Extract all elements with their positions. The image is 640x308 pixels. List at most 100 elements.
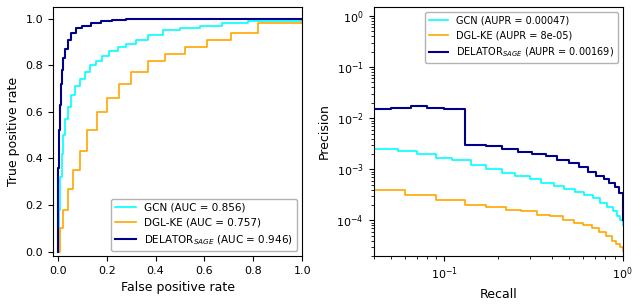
DELATOR$_{SAGE}$ (AUC = 0.946) [54,250,61,253]
GCN (AUC = 0.856) [76,84,84,88]
GCN (AUPR = 0.00047) [433,156,440,159]
GCN (AUC = 0.856) [86,63,93,67]
DELATOR$_{SAGE}$ (AUPR = 0.00169) [542,152,550,156]
GCN (AUC = 0.856) [98,59,106,62]
DELATOR$_{SAGE}$ (AUC = 0.946) [67,38,75,41]
GCN (AUC = 0.856) [122,45,130,48]
DGL-KE (AUPR = 8e-05) [401,188,409,192]
GCN (AUC = 0.856) [81,77,88,81]
DELATOR$_{SAGE}$ (AUC = 0.946) [87,24,95,27]
GCN (AUPR = 0.00047) [448,159,456,162]
GCN (AUC = 0.856) [159,33,167,37]
DELATOR$_{SAGE}$ (AUPR = 0.00169) [482,143,490,147]
DGL-KE (AUPR = 8e-05) [608,239,616,243]
GCN (AUPR = 0.00047) [482,168,490,171]
GCN (AUPR = 0.00047) [498,168,506,171]
DGL-KE (AUPR = 8e-05) [433,193,440,197]
DGL-KE (AUC = 0.757) [127,70,135,74]
DELATOR$_{SAGE}$ (AUC = 0.946) [60,68,67,72]
Line: DGL-KE (AUC = 0.757): DGL-KE (AUC = 0.757) [58,18,302,252]
GCN (AUPR = 0.00047) [596,197,604,200]
DGL-KE (AUC = 0.757) [93,128,100,132]
DGL-KE (AUC = 0.757) [254,21,262,25]
DELATOR$_{SAGE}$ (AUC = 0.946) [61,56,69,60]
GCN (AUC = 0.856) [55,250,63,253]
GCN (AUC = 0.856) [218,24,225,27]
DGL-KE (AUC = 0.757) [298,17,306,20]
GCN (AUC = 0.856) [64,117,72,121]
DELATOR$_{SAGE}$ (AUPR = 0.00169) [515,150,522,154]
DELATOR$_{SAGE}$ (AUPR = 0.00169) [528,150,536,154]
DGL-KE (AUC = 0.757) [68,168,76,172]
DELATOR$_{SAGE}$ (AUC = 0.946) [54,166,62,169]
DGL-KE (AUC = 0.757) [54,250,61,253]
DELATOR$_{SAGE}$ (AUC = 0.946) [56,103,63,107]
DELATOR$_{SAGE}$ (AUC = 0.946) [97,21,104,25]
DGL-KE (AUC = 0.757) [145,70,152,74]
GCN (AUC = 0.856) [244,21,252,25]
GCN (AUC = 0.856) [61,117,69,121]
GCN (AUC = 0.856) [145,33,152,37]
GCN (AUC = 0.856) [64,105,72,109]
GCN (AUPR = 0.00047) [613,215,621,218]
GCN (AUC = 0.856) [122,43,130,46]
DELATOR$_{SAGE}$ (AUC = 0.946) [64,38,72,41]
DELATOR$_{SAGE}$ (AUPR = 0.00169) [498,147,506,151]
DGL-KE (AUPR = 8e-05) [559,219,566,222]
GCN (AUPR = 0.00047) [511,171,519,175]
Line: DELATOR$_{SAGE}$ (AUPR = 0.00169): DELATOR$_{SAGE}$ (AUPR = 0.00169) [374,106,623,221]
DGL-KE (AUC = 0.757) [59,208,67,211]
DELATOR$_{SAGE}$ (AUC = 0.946) [57,82,65,86]
DGL-KE (AUPR = 8e-05) [603,230,611,234]
GCN (AUC = 0.856) [81,70,88,74]
DGL-KE (AUPR = 8e-05) [461,198,468,202]
DGL-KE (AUPR = 8e-05) [401,193,409,197]
DELATOR$_{SAGE}$ (AUPR = 0.00169) [584,170,592,173]
DELATOR$_{SAGE}$ (AUPR = 0.00169) [575,165,583,169]
GCN (AUC = 0.856) [132,43,140,46]
GCN (AUPR = 0.00047) [571,190,579,194]
GCN (AUPR = 0.00047) [525,174,533,177]
GCN (AUC = 0.856) [67,94,75,97]
DGL-KE (AUC = 0.757) [56,250,64,253]
DGL-KE (AUC = 0.757) [76,149,84,153]
DGL-KE (AUC = 0.757) [115,96,123,99]
DELATOR$_{SAGE}$ (AUC = 0.946) [72,31,80,34]
DELATOR$_{SAGE}$ (AUPR = 0.00169) [611,181,618,184]
DELATOR$_{SAGE}$ (AUC = 0.946) [79,26,86,30]
DELATOR$_{SAGE}$ (AUPR = 0.00169) [619,219,627,222]
GCN (AUC = 0.856) [196,26,204,30]
GCN (AUPR = 0.00047) [616,219,624,222]
GCN (AUC = 0.856) [92,59,100,62]
GCN (AUC = 0.856) [56,208,64,211]
GCN (AUC = 0.856) [71,94,79,97]
DGL-KE (AUC = 0.757) [181,52,189,55]
GCN (AUPR = 0.00047) [619,219,627,222]
Y-axis label: Precision: Precision [318,103,331,160]
DGL-KE (AUPR = 8e-05) [570,219,577,222]
Line: GCN (AUPR = 0.00047): GCN (AUPR = 0.00047) [374,149,623,225]
GCN (AUPR = 0.00047) [413,152,420,156]
DELATOR$_{SAGE}$ (AUC = 0.946) [54,250,62,253]
DGL-KE (AUPR = 8e-05) [533,213,541,217]
DELATOR$_{SAGE}$ (AUPR = 0.00169) [565,159,573,162]
GCN (AUC = 0.856) [67,105,75,109]
DGL-KE (AUPR = 8e-05) [482,205,490,209]
DGL-KE (AUC = 0.757) [83,128,91,132]
Line: GCN (AUC = 0.856): GCN (AUC = 0.856) [58,18,302,252]
GCN (AUC = 0.856) [58,175,65,179]
DGL-KE (AUC = 0.757) [76,168,84,172]
DELATOR$_{SAGE}$ (AUPR = 0.00169) [407,106,415,110]
DELATOR$_{SAGE}$ (AUC = 0.946) [61,47,69,51]
GCN (AUPR = 0.00047) [561,187,568,190]
GCN (AUPR = 0.00047) [561,184,568,188]
DGL-KE (AUPR = 8e-05) [533,209,541,213]
GCN (AUC = 0.856) [55,208,63,211]
DGL-KE (AUC = 0.757) [103,96,111,99]
GCN (AUPR = 0.00047) [609,205,617,209]
GCN (AUPR = 0.00047) [613,209,621,213]
DELATOR$_{SAGE}$ (AUPR = 0.00169) [528,152,536,156]
GCN (AUC = 0.856) [114,45,122,48]
GCN (AUC = 0.856) [114,49,122,53]
Y-axis label: True positive rate: True positive rate [7,77,20,186]
